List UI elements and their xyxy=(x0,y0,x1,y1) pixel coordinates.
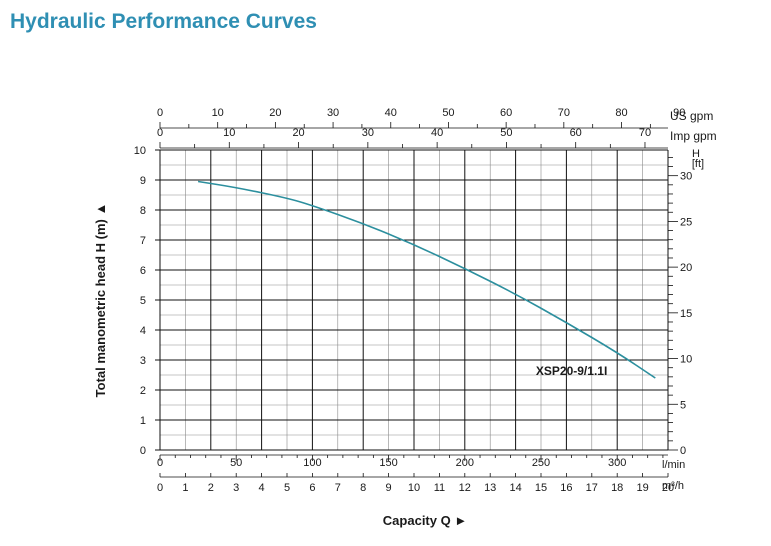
bottom-tick-label: 7 xyxy=(335,482,341,494)
series-line xyxy=(197,180,656,379)
y-tick-label: 4 xyxy=(140,325,146,337)
y-tick-label: 3 xyxy=(140,355,146,367)
y-tick-label: 10 xyxy=(134,145,146,157)
bottom-tick-label: 250 xyxy=(532,457,550,469)
series-label: XSP20-9/1.1I xyxy=(536,364,607,378)
bottom-tick-label: 11 xyxy=(434,482,445,494)
ft-tick-label: 10 xyxy=(680,354,692,366)
y-tick-label: 2 xyxy=(140,385,146,397)
bottom-tick-label: 2 xyxy=(208,482,214,494)
bottom-tick-label: 5 xyxy=(284,482,290,494)
top-tick-label: 10 xyxy=(212,107,224,119)
top-tick-label: 40 xyxy=(385,107,397,119)
bottom-tick-label: 200 xyxy=(456,457,474,469)
bottom-tick-label: 18 xyxy=(611,482,623,494)
bottom-tick-label: 16 xyxy=(560,482,572,494)
bottom-tick-label: 1 xyxy=(182,482,188,494)
ft-tick-label: 15 xyxy=(680,308,692,320)
ft-tick-label: 5 xyxy=(680,399,686,411)
ft-unit-label: H xyxy=(692,148,700,160)
top-tick-label: 50 xyxy=(442,107,454,119)
bottom-tick-label: 300 xyxy=(608,457,626,469)
bottom-axis-unit: m³/h xyxy=(662,480,684,492)
bottom-tick-label: 4 xyxy=(259,482,265,494)
bottom-tick-label: 17 xyxy=(586,482,598,494)
y-tick-label: 7 xyxy=(140,235,146,247)
bottom-axis-unit: l/min xyxy=(662,459,685,471)
top-tick-label: 0 xyxy=(157,127,163,139)
bottom-tick-label: 0 xyxy=(157,457,163,469)
top-axis-unit: US gpm xyxy=(670,109,713,123)
bottom-tick-label: 13 xyxy=(484,482,496,494)
top-tick-label: 60 xyxy=(570,127,582,139)
bottom-tick-label: 50 xyxy=(230,457,242,469)
top-tick-label: 80 xyxy=(615,107,627,119)
y-tick-label: 0 xyxy=(140,445,146,457)
top-tick-label: 20 xyxy=(269,107,281,119)
y-tick-label: 9 xyxy=(140,175,146,187)
ft-unit-label: [ft] xyxy=(692,158,704,170)
bottom-tick-label: 12 xyxy=(459,482,471,494)
top-tick-label: 90 xyxy=(673,107,685,119)
top-tick-label: 0 xyxy=(157,107,163,119)
top-tick-label: 20 xyxy=(292,127,304,139)
bottom-tick-label: 9 xyxy=(386,482,392,494)
top-tick-label: 10 xyxy=(223,127,235,139)
y-tick-label: 1 xyxy=(140,415,146,427)
y-tick-label: 5 xyxy=(140,295,146,307)
bottom-tick-label: 100 xyxy=(303,457,321,469)
y-tick-label: 8 xyxy=(140,205,146,217)
top-tick-label: 40 xyxy=(431,127,443,139)
ft-tick-label: 30 xyxy=(680,171,692,183)
bottom-tick-label: 19 xyxy=(636,482,648,494)
y-axis-label: Total manometric head H (m) ▲ xyxy=(93,203,108,398)
top-tick-label: 50 xyxy=(500,127,512,139)
ft-tick-label: 20 xyxy=(680,262,692,274)
bottom-tick-label: 8 xyxy=(360,482,366,494)
bottom-tick-label: 0 xyxy=(157,482,163,494)
top-axis-unit: Imp gpm xyxy=(670,129,717,143)
top-tick-label: 70 xyxy=(639,127,651,139)
ft-tick-label: 0 xyxy=(680,445,686,457)
bottom-tick-label: 3 xyxy=(233,482,239,494)
x-axis-label: Capacity Q ► xyxy=(383,513,467,528)
ft-tick-label: 25 xyxy=(680,216,692,228)
chart-title: Hydraulic Performance Curves xyxy=(10,10,317,33)
top-tick-label: 60 xyxy=(500,107,512,119)
top-tick-label: 30 xyxy=(327,107,339,119)
y-tick-label: 6 xyxy=(140,265,146,277)
bottom-tick-label: 10 xyxy=(408,482,420,494)
bottom-tick-label: 6 xyxy=(309,482,315,494)
bottom-tick-label: 150 xyxy=(379,457,397,469)
top-tick-label: 70 xyxy=(558,107,570,119)
bottom-tick-label: 15 xyxy=(535,482,547,494)
bottom-tick-label: 20 xyxy=(662,482,674,494)
top-tick-label: 30 xyxy=(362,127,374,139)
bottom-tick-label: 14 xyxy=(509,482,521,494)
